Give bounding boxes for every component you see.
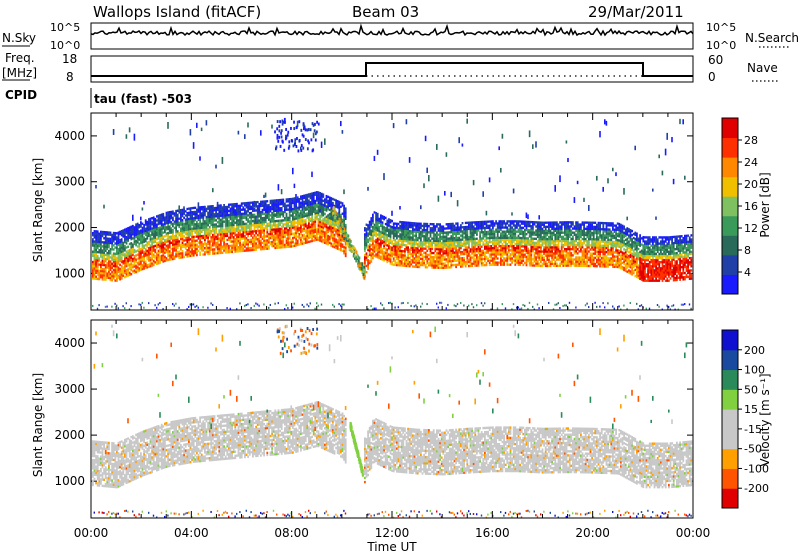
nsky-tick-bottom: 10^0 xyxy=(50,39,80,52)
colorbar-tick-label: 12 xyxy=(744,222,758,235)
colorbar-tick-label: 4 xyxy=(744,266,751,279)
colorbar-tick-label: 200 xyxy=(744,344,765,357)
nsky-label: N.Sky xyxy=(2,31,36,45)
freq-trace xyxy=(91,62,693,77)
colorbar-tick-label: 8 xyxy=(744,244,751,257)
colorbar-tick-label: 28 xyxy=(744,134,758,147)
x-tick-label: 12:00 xyxy=(375,526,410,540)
nsky-trace xyxy=(90,23,694,37)
power-colorbar: 28 24 20 16 12 8 4 Power [dB] xyxy=(721,117,772,295)
velocity-frame xyxy=(90,319,694,519)
freq-label-2: [MHz] xyxy=(2,66,37,80)
y-tick-label: 1000 xyxy=(54,474,85,488)
x-tick-label: 20:00 xyxy=(575,526,610,540)
y-tick-label: 2000 xyxy=(54,221,85,235)
freq-label-1: Freq. xyxy=(5,51,35,65)
nsky-tick-top: 10^5 xyxy=(50,21,80,34)
colorbar-tick-label: -100 xyxy=(744,462,769,475)
date-label: 29/Mar/2011 xyxy=(588,3,684,21)
colorbar-tick-label: -15 xyxy=(744,423,762,436)
cpid-text: tau (fast) -503 xyxy=(94,92,192,106)
freq-panel: Freq. [MHz] 18 8 60 0 Nave xyxy=(2,51,778,84)
x-tick-label: 04:00 xyxy=(174,526,209,540)
velocity-x-ticks: 00:00 04:00 08:00 12:00 16:00 20:00 00:00 xyxy=(74,320,711,540)
y-tick-label: 3000 xyxy=(54,175,85,189)
cpid-label: CPID xyxy=(5,88,37,102)
power-x-ticks xyxy=(90,113,694,310)
velocity-data xyxy=(92,324,693,519)
power-data xyxy=(92,117,693,311)
x-tick-label: 00:00 xyxy=(676,526,711,540)
y-tick-label: 4000 xyxy=(54,129,85,143)
y-tick-label: 2000 xyxy=(54,428,85,442)
velocity-xlabel: Time UT xyxy=(366,540,417,554)
nsearch-label: N.Search xyxy=(745,31,799,45)
freq-tick-top: 18 xyxy=(62,52,77,66)
nsky-panel: N.Sky 10^5 10^0 10^5 10^0 N.Search xyxy=(2,21,799,52)
power-ylabel: Slant Range [km] xyxy=(31,158,45,262)
colorbar-tick-label: 20 xyxy=(744,178,758,191)
colorbar-tick-label: -200 xyxy=(744,482,769,495)
nave-label: Nave xyxy=(747,61,778,75)
velocity-ylabel: Slant Range [km] xyxy=(31,373,45,477)
power-colorbar-label: Power [dB] xyxy=(758,172,772,237)
x-tick-label: 16:00 xyxy=(475,526,510,540)
nsearch-tick-bottom: 10^0 xyxy=(706,39,736,52)
freq-frame xyxy=(90,55,694,83)
y-tick-label: 3000 xyxy=(54,382,85,396)
velocity-y-ticks: 1000 2000 3000 4000 xyxy=(54,336,693,488)
nsearch-tick-top: 10^5 xyxy=(706,21,736,34)
freq-tick-bottom: 8 xyxy=(66,70,74,84)
colorbar-tick-label: 15 xyxy=(744,403,758,416)
colorbar-tick-label: 24 xyxy=(744,156,758,169)
y-tick-label: 4000 xyxy=(54,336,85,350)
cpid-panel: CPID tau (fast) -503 xyxy=(5,88,192,108)
colorbar-tick-label: 16 xyxy=(744,200,758,213)
nsky-frame xyxy=(90,22,694,50)
colorbar-tick-label: 100 xyxy=(744,364,765,377)
nave-tick-bottom: 0 xyxy=(708,70,716,84)
velocity-colorbar: 200 100 50 15 -15 -50 -100 -200 Velocity [m s⁻¹… xyxy=(721,329,772,509)
y-tick-label: 1000 xyxy=(54,266,85,280)
colorbar-tick-label: -50 xyxy=(744,443,762,456)
velocity-colorbar-label: Velocity [m s⁻¹] xyxy=(758,373,772,466)
x-tick-label: 08:00 xyxy=(274,526,309,540)
power-panel: Slant Range [km] 1000 2000 3000 4000 xyxy=(31,112,694,311)
colorbar-tick-label: 50 xyxy=(744,383,758,396)
beam-label: Beam 03 xyxy=(352,3,419,21)
figure-title: Wallops Island (fitACF) xyxy=(93,3,261,21)
x-tick-label: 00:00 xyxy=(74,526,109,540)
nave-tick-top: 60 xyxy=(708,53,723,67)
